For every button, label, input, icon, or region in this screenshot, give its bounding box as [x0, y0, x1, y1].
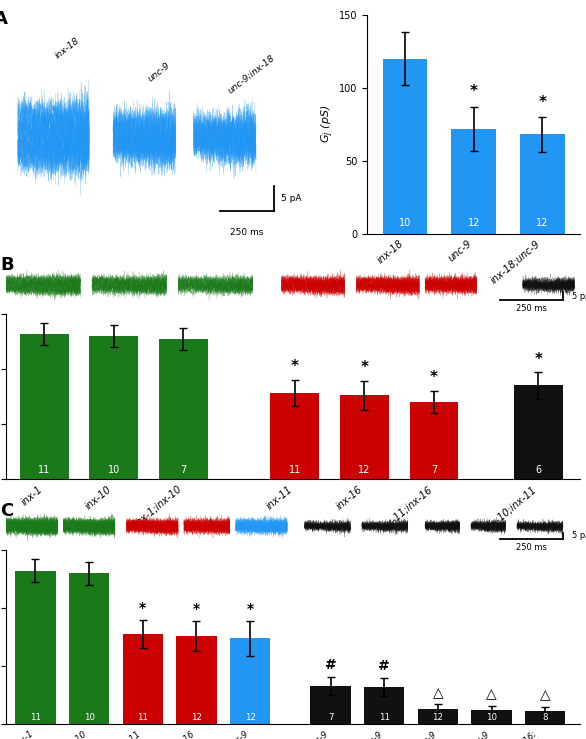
Bar	[122, 633, 163, 724]
Text: *: *	[534, 352, 543, 367]
Text: unc-9;inx-18: unc-9;inx-18	[226, 53, 277, 95]
Bar	[340, 395, 389, 479]
Text: 6: 6	[536, 465, 541, 474]
Text: 5 pA: 5 pA	[571, 292, 586, 301]
Text: 12: 12	[244, 713, 255, 722]
Text: 10: 10	[108, 465, 120, 474]
Bar	[451, 129, 496, 234]
Text: *: *	[247, 602, 254, 616]
Text: 10: 10	[399, 218, 411, 228]
Text: 7: 7	[180, 465, 186, 474]
Text: △: △	[540, 688, 551, 702]
Text: unc-9: unc-9	[146, 61, 172, 84]
Y-axis label: G$_j$ (pS): G$_j$ (pS)	[320, 105, 336, 143]
Text: 10: 10	[486, 713, 497, 722]
Text: △: △	[432, 686, 443, 700]
Bar	[525, 712, 565, 724]
Text: 5 pA: 5 pA	[571, 531, 586, 540]
Text: 11: 11	[289, 465, 301, 474]
Text: *: *	[470, 84, 478, 100]
Text: 7: 7	[431, 465, 437, 474]
Bar	[520, 134, 565, 234]
Text: 12: 12	[432, 713, 444, 722]
Bar	[15, 571, 56, 724]
Text: 11: 11	[379, 713, 390, 722]
Text: 11: 11	[38, 465, 50, 474]
Text: 11: 11	[30, 713, 41, 722]
Text: *: *	[360, 361, 369, 375]
Bar	[410, 402, 458, 479]
Text: 11: 11	[137, 713, 148, 722]
Bar	[20, 334, 69, 479]
Text: *: *	[139, 601, 146, 615]
Text: 250 ms: 250 ms	[516, 304, 547, 313]
Text: 5 pA: 5 pA	[281, 194, 302, 203]
Text: 250 ms: 250 ms	[230, 228, 264, 237]
Text: 250 ms: 250 ms	[516, 542, 547, 551]
Bar	[176, 636, 216, 724]
Bar	[472, 710, 512, 724]
Text: 12: 12	[536, 218, 548, 228]
Text: *: *	[430, 370, 438, 386]
Bar	[69, 573, 109, 724]
Bar	[159, 339, 207, 479]
Text: *: *	[539, 95, 546, 109]
Text: 12: 12	[358, 465, 370, 474]
Bar	[270, 393, 319, 479]
Text: #: #	[379, 659, 390, 673]
Text: C: C	[0, 503, 13, 520]
Text: 10: 10	[84, 713, 94, 722]
Bar	[418, 709, 458, 724]
Bar	[364, 687, 404, 724]
Text: *: *	[193, 602, 200, 616]
Text: #: #	[325, 658, 336, 672]
Text: A: A	[0, 10, 8, 28]
Text: 8: 8	[543, 713, 548, 722]
Text: *: *	[291, 359, 299, 375]
Text: inx-18: inx-18	[53, 36, 81, 61]
Text: 7: 7	[328, 713, 333, 722]
Bar	[383, 58, 427, 234]
Text: 12: 12	[191, 713, 202, 722]
Text: B: B	[0, 256, 13, 274]
Text: 12: 12	[468, 218, 480, 228]
Bar	[311, 686, 350, 724]
Bar	[90, 336, 138, 479]
Bar	[230, 638, 270, 724]
Text: △: △	[486, 687, 497, 701]
Bar	[514, 386, 563, 479]
